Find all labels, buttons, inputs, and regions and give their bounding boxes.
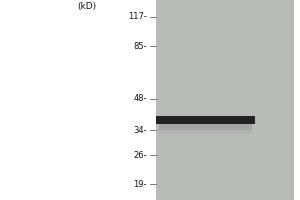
Text: 117-: 117- xyxy=(128,12,147,21)
Bar xyxy=(159,124,252,130)
Bar xyxy=(156,116,255,124)
Text: 48-: 48- xyxy=(134,94,147,103)
Text: 85-: 85- xyxy=(134,42,147,51)
Text: 34-: 34- xyxy=(134,126,147,135)
Bar xyxy=(159,124,252,134)
Bar xyxy=(156,0,294,200)
Text: 26-: 26- xyxy=(134,151,147,160)
Text: 19-: 19- xyxy=(134,180,147,189)
Text: (kD): (kD) xyxy=(77,2,96,11)
